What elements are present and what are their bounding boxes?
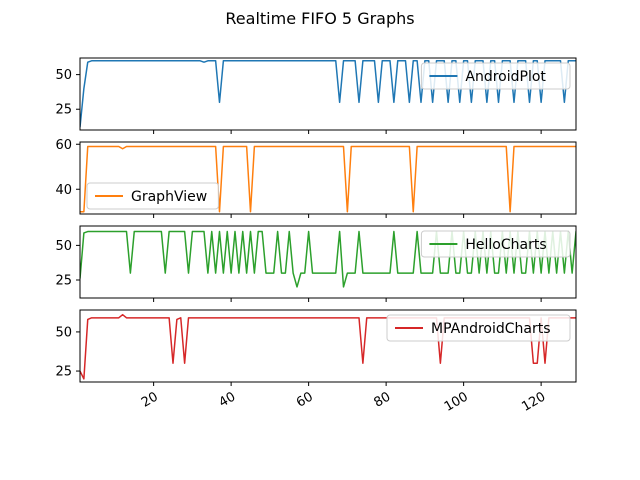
- legend-box: [86, 182, 219, 210]
- panels-group: 25 50 AndroidPlot 40 60 GraphView 25 50 HelloCha…: [55, 57, 577, 415]
- series-line-graphview: [80, 145, 576, 213]
- legend: AndroidPlot: [420, 62, 571, 90]
- y-tick-label: 25: [55, 365, 72, 380]
- y-tick-label: 50: [55, 68, 72, 83]
- panel-graphview: 40 60 GraphView: [55, 138, 577, 218]
- panel-hellocharts: 25 50 HelloCharts: [55, 225, 577, 302]
- legend-label: GraphView: [131, 189, 207, 205]
- x-tick-label: 80: [371, 389, 393, 410]
- legend-label: MPAndroidCharts: [431, 321, 551, 337]
- legend: HelloCharts: [420, 230, 571, 258]
- legend-box: [420, 230, 571, 258]
- axes-frame: [79, 309, 577, 383]
- panel-mpandroidcharts: 25 50 20 40 60 80 100 120 MPAndroidCharts: [55, 309, 577, 415]
- axes-frame: [79, 225, 577, 299]
- x-tick-label: 40: [216, 389, 238, 410]
- legend-box: [386, 314, 571, 342]
- legend-box: [420, 62, 571, 90]
- y-tick-label: 50: [55, 325, 72, 340]
- legend-label: HelloCharts: [465, 237, 546, 253]
- y-tick-label: 25: [55, 274, 72, 289]
- legend: MPAndroidCharts: [386, 314, 571, 342]
- y-tick-label: 50: [55, 239, 72, 254]
- x-tick-label: 120: [519, 389, 548, 414]
- x-tick-label: 100: [442, 389, 471, 414]
- legend-label: AndroidPlot: [465, 69, 546, 85]
- series-line-androidplot: [80, 60, 576, 128]
- axes-frame: [79, 57, 577, 131]
- x-tick-label: 20: [139, 389, 161, 410]
- panel-androidplot: 25 50 AndroidPlot: [55, 57, 577, 134]
- legend: GraphView: [86, 182, 219, 210]
- axes-frame: [79, 141, 577, 215]
- y-tick-label: 40: [55, 183, 72, 198]
- chart-title: Realtime FIFO 5 Graphs: [225, 9, 414, 28]
- series-line-hellocharts: [80, 230, 576, 288]
- y-tick-label: 25: [55, 103, 72, 118]
- x-tick-label: 60: [294, 389, 316, 410]
- y-tick-label: 60: [55, 138, 72, 153]
